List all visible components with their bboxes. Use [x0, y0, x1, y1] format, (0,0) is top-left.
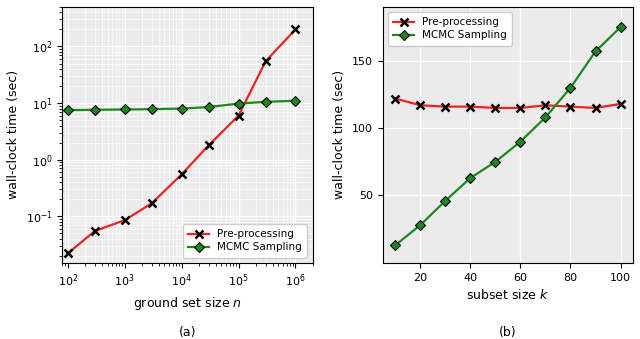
Legend: Pre-processing, MCMC Sampling: Pre-processing, MCMC Sampling: [183, 224, 307, 258]
MCMC Sampling: [205, 105, 212, 109]
MCMC Sampling: [417, 223, 424, 227]
MCMC Sampling: [467, 176, 474, 180]
Pre-processing: [262, 59, 269, 63]
Pre-processing: [148, 201, 156, 205]
MCMC Sampling: [566, 86, 574, 90]
X-axis label: ground set size $n$: ground set size $n$: [133, 295, 242, 312]
Pre-processing: [292, 27, 300, 32]
MCMC Sampling: [262, 100, 269, 104]
Pre-processing: [64, 252, 72, 256]
Pre-processing: [121, 218, 129, 222]
MCMC Sampling: [442, 199, 449, 203]
MCMC Sampling: [541, 115, 549, 119]
MCMC Sampling: [591, 49, 599, 54]
Pre-processing: [235, 114, 243, 118]
Pre-processing: [541, 103, 549, 107]
Line: Pre-processing: Pre-processing: [63, 25, 300, 258]
MCMC Sampling: [617, 25, 625, 29]
Pre-processing: [417, 103, 424, 107]
Line: MCMC Sampling: MCMC Sampling: [392, 23, 625, 249]
MCMC Sampling: [91, 108, 99, 112]
MCMC Sampling: [235, 101, 243, 105]
MCMC Sampling: [292, 99, 300, 103]
Pre-processing: [467, 104, 474, 108]
MCMC Sampling: [64, 108, 72, 112]
Pre-processing: [205, 143, 212, 147]
Line: MCMC Sampling: MCMC Sampling: [64, 97, 300, 114]
Y-axis label: wall-clock time (sec): wall-clock time (sec): [7, 70, 20, 199]
MCMC Sampling: [121, 107, 129, 112]
Pre-processing: [591, 106, 599, 110]
MCMC Sampling: [492, 160, 499, 164]
MCMC Sampling: [516, 140, 524, 144]
Pre-processing: [91, 229, 99, 233]
Pre-processing: [392, 97, 399, 101]
MCMC Sampling: [178, 106, 186, 111]
MCMC Sampling: [148, 107, 156, 111]
Legend: Pre-processing, MCMC Sampling: Pre-processing, MCMC Sampling: [388, 12, 512, 46]
Pre-processing: [492, 106, 499, 110]
Line: Pre-processing: Pre-processing: [391, 94, 625, 112]
Pre-processing: [566, 104, 574, 108]
Pre-processing: [178, 172, 186, 176]
Text: (a): (a): [179, 326, 196, 339]
Pre-processing: [442, 104, 449, 108]
Pre-processing: [617, 102, 625, 106]
Text: (b): (b): [499, 326, 516, 339]
MCMC Sampling: [392, 243, 399, 247]
X-axis label: subset size $k$: subset size $k$: [466, 288, 550, 302]
Pre-processing: [516, 106, 524, 110]
Y-axis label: wall-clock time (sec): wall-clock time (sec): [333, 70, 346, 199]
